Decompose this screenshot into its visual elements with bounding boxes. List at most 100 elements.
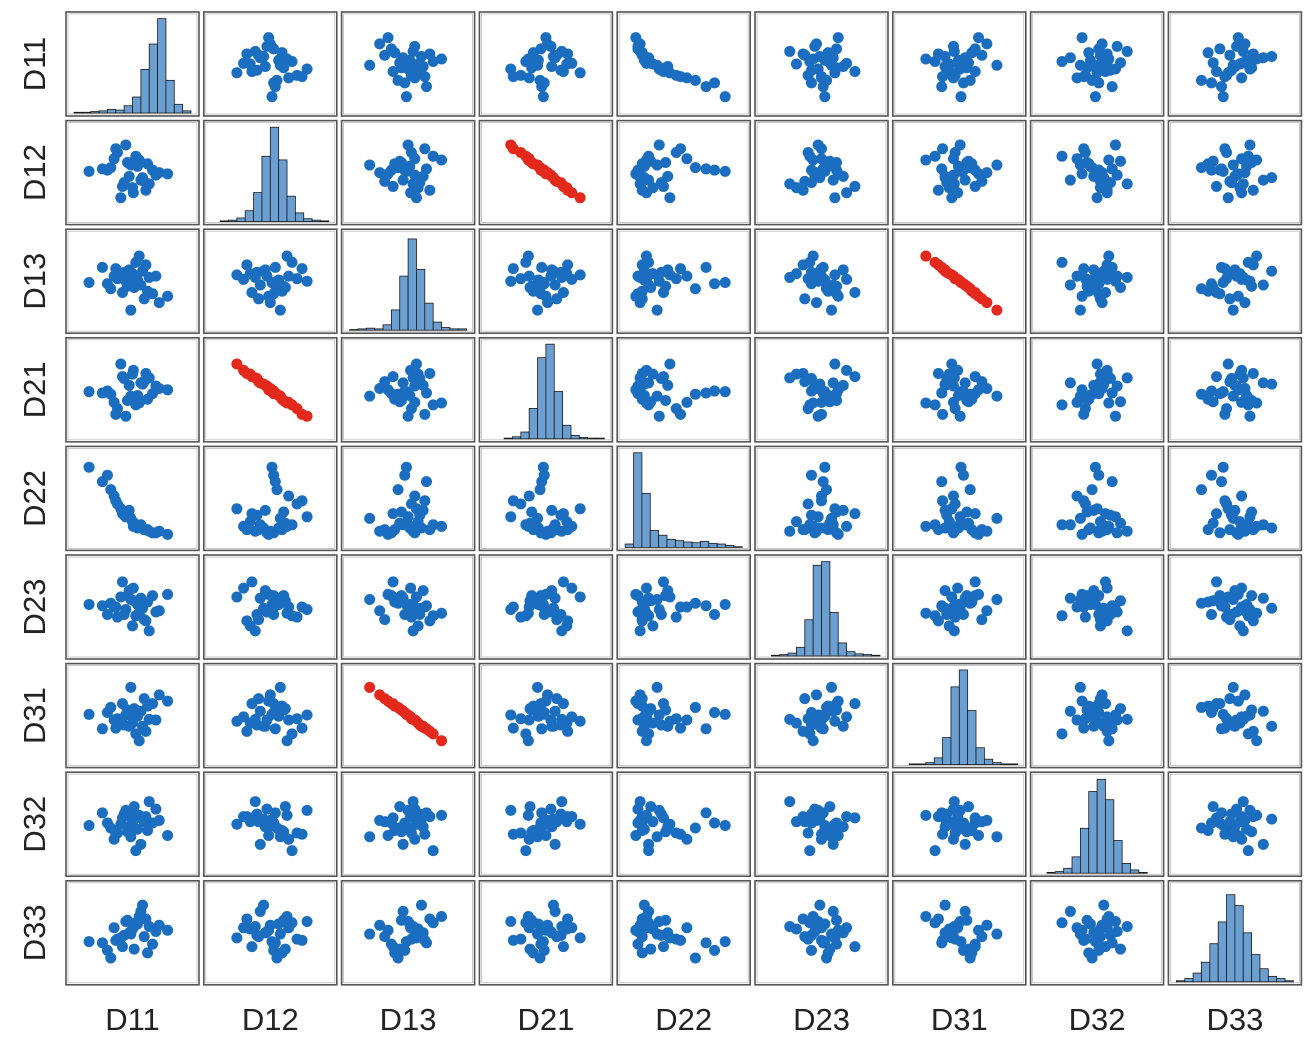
scatter-point xyxy=(981,605,993,617)
panel xyxy=(754,554,889,660)
scatter-point xyxy=(436,809,448,821)
histogram-bar xyxy=(374,328,384,331)
scatter-point xyxy=(920,910,932,922)
scatter-point xyxy=(387,508,399,520)
panel xyxy=(478,879,614,986)
scatter-point xyxy=(399,609,411,621)
scatter-point xyxy=(1121,372,1133,384)
scatter-point xyxy=(662,170,674,182)
scatter-point xyxy=(268,609,280,621)
scatter-point xyxy=(1103,154,1115,166)
scatter-point xyxy=(1211,66,1223,78)
scatter-point xyxy=(969,508,981,520)
histogram-bar xyxy=(1201,961,1211,983)
scatter-point xyxy=(937,143,949,155)
scatter-point xyxy=(142,158,154,170)
scatter-point xyxy=(675,828,687,840)
scatter-point xyxy=(1266,813,1278,825)
scatter-point xyxy=(790,58,802,70)
scatter-point xyxy=(546,61,558,73)
scatter-point xyxy=(1227,512,1239,524)
scatter-point xyxy=(939,813,951,825)
scatter-point xyxy=(681,396,693,408)
scatter-point xyxy=(238,520,250,532)
scatter-point xyxy=(130,845,142,857)
scatter-point xyxy=(259,504,271,516)
panel xyxy=(616,119,752,226)
histogram-bar xyxy=(846,651,856,657)
panel xyxy=(754,119,889,226)
scatter-point xyxy=(1093,706,1105,718)
scatter-point xyxy=(920,250,932,262)
scatter-point xyxy=(643,256,655,268)
scatter-point xyxy=(395,506,407,518)
scatter-point xyxy=(127,520,139,532)
histogram-bar xyxy=(983,758,994,766)
scatter-point xyxy=(653,139,665,151)
scatter-point xyxy=(1111,926,1123,938)
scatter-point xyxy=(405,922,417,934)
histogram-bar xyxy=(770,654,781,657)
scatter-point xyxy=(709,77,721,89)
scatter-point xyxy=(1202,47,1214,59)
scatter-point xyxy=(936,81,948,93)
scatter-point xyxy=(841,187,853,199)
histogram-bar xyxy=(349,329,359,331)
scatter-point xyxy=(296,934,308,946)
scatter-point xyxy=(574,67,586,79)
scatter-point xyxy=(675,722,687,734)
scatter-point xyxy=(819,819,831,831)
scatter-point xyxy=(1086,484,1098,496)
scatter-point xyxy=(1064,592,1076,604)
scatter-point xyxy=(395,394,407,406)
panel xyxy=(754,445,889,552)
panel-inner-frame xyxy=(1170,882,1300,984)
panel-inner-frame xyxy=(1170,13,1300,115)
scatter-point xyxy=(419,143,431,155)
scatter-point xyxy=(1101,273,1113,285)
scatter-point xyxy=(689,388,701,400)
scatter-point xyxy=(269,723,281,735)
scatter-point xyxy=(831,280,843,292)
scatter-point xyxy=(268,385,280,397)
scatter-point xyxy=(790,816,802,828)
scatter-point xyxy=(1106,81,1118,93)
scatter-point xyxy=(959,377,971,389)
panel-inner-frame xyxy=(67,556,198,658)
scatter-point xyxy=(1103,910,1115,922)
row-label: D31 xyxy=(17,687,52,744)
scatter-point xyxy=(127,711,139,723)
panel xyxy=(1167,662,1303,769)
scatter-point xyxy=(946,503,958,515)
scatter-point xyxy=(96,261,108,273)
scatter-point xyxy=(150,169,162,181)
scatter-point xyxy=(700,937,712,949)
scatter-point xyxy=(991,390,1003,402)
panel-inner-frame xyxy=(1170,447,1300,549)
scatter-point xyxy=(1056,917,1068,929)
scatter-point xyxy=(1111,527,1123,539)
scatter-point xyxy=(127,620,138,632)
scatter-point xyxy=(719,276,731,288)
scatter-point xyxy=(957,164,969,176)
scatter-point xyxy=(121,826,133,838)
scatter-point xyxy=(952,582,964,594)
scatter-point xyxy=(1076,32,1088,44)
scatter-point xyxy=(402,410,414,422)
scatter-point xyxy=(405,187,417,199)
histogram-bar xyxy=(165,79,175,114)
histogram-bar xyxy=(624,543,634,548)
scatter-point xyxy=(939,378,951,390)
panel xyxy=(891,336,1027,443)
scatter-point xyxy=(952,520,964,532)
scatter-point xyxy=(955,91,967,103)
scatter-point xyxy=(681,714,693,726)
histogram-bar xyxy=(553,391,564,440)
scatter-point xyxy=(507,71,519,83)
scatter-point xyxy=(1081,394,1093,406)
panel-inner-frame xyxy=(343,556,474,658)
scatter-point xyxy=(939,522,951,534)
scatter-point xyxy=(238,711,250,723)
scatter-point xyxy=(389,47,401,59)
scatter-point xyxy=(286,55,298,67)
